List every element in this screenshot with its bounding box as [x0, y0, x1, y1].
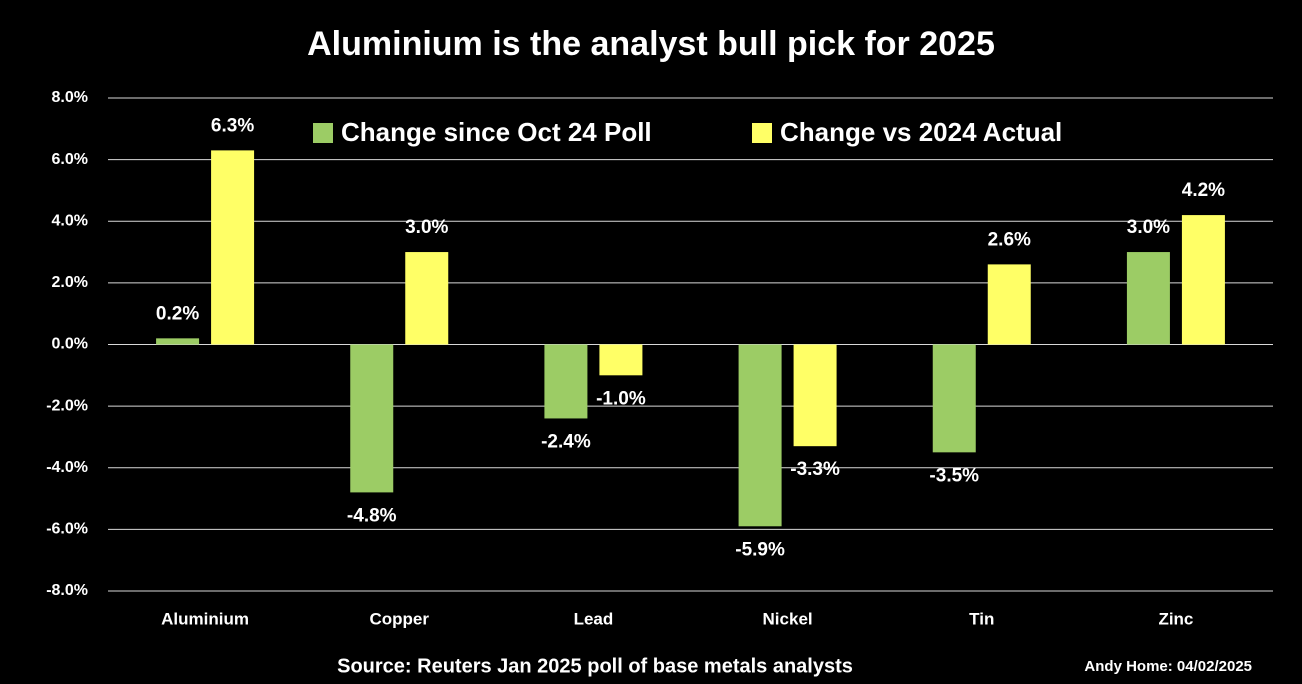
bar [738, 344, 782, 527]
y-tick-label: 8.0% [52, 89, 88, 106]
bar [793, 344, 837, 447]
data-label: -3.3% [790, 459, 840, 480]
data-label: 0.2% [156, 303, 199, 324]
legend-swatch [752, 123, 772, 143]
y-tick-label: -6.0% [46, 521, 88, 538]
chart-title: Aluminium is the analyst bull pick for 2… [307, 25, 995, 63]
bar [1181, 215, 1225, 345]
bar [405, 252, 449, 345]
credit: Andy Home: 04/02/2025 [1084, 658, 1252, 675]
x-tick-label: Copper [370, 609, 430, 628]
y-tick-label: 2.0% [52, 274, 88, 291]
x-tick-label: Aluminium [161, 609, 249, 628]
legend-label: Change since Oct 24 Poll [341, 117, 652, 147]
bar [350, 344, 394, 493]
bar [211, 150, 255, 345]
y-tick-label: -4.0% [46, 459, 88, 476]
y-tick-label: 6.0% [52, 151, 88, 168]
source: Source: Reuters Jan 2025 poll of base me… [337, 655, 853, 677]
bar [544, 344, 588, 419]
bar [156, 338, 200, 345]
data-label: 3.0% [405, 217, 448, 238]
bar [599, 344, 643, 376]
legend-label: Change vs 2024 Actual [780, 117, 1062, 147]
legend-swatch [313, 123, 333, 143]
y-tick-label: 4.0% [52, 212, 88, 229]
data-label: -4.8% [347, 505, 397, 526]
x-tick-label: Nickel [763, 609, 813, 628]
x-tick-label: Zinc [1158, 609, 1193, 628]
bar [1126, 252, 1170, 345]
data-label: -3.5% [929, 465, 979, 486]
bar [987, 264, 1031, 345]
data-label: 3.0% [1127, 217, 1170, 238]
data-label: 6.3% [211, 115, 254, 136]
y-tick-label: -8.0% [46, 582, 88, 599]
y-tick-label: 0.0% [52, 336, 88, 353]
data-label: 4.2% [1182, 180, 1225, 201]
bar [932, 344, 976, 453]
x-tick-label: Tin [969, 609, 994, 628]
x-tick-label: Lead [574, 609, 614, 628]
data-label: -1.0% [596, 388, 646, 409]
data-label: -5.9% [735, 539, 785, 560]
data-label: 2.6% [988, 229, 1031, 250]
y-tick-label: -2.0% [46, 397, 88, 414]
data-label: -2.4% [541, 431, 591, 452]
